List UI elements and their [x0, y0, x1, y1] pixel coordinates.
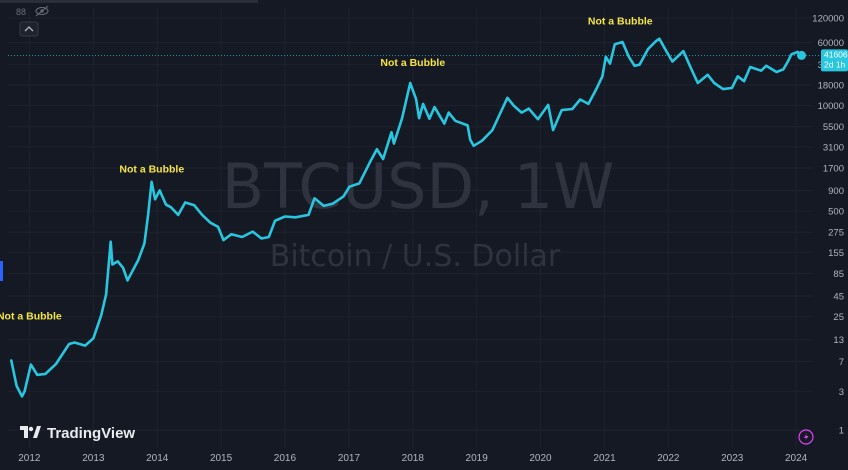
price-tag-countdown: 2d 1h	[824, 59, 846, 69]
y-tick-label: 275	[828, 228, 844, 239]
tradingview-logo[interactable]: TradingView	[20, 425, 135, 442]
x-tick-label: 2021	[593, 453, 616, 464]
scale-marker[interactable]	[0, 261, 3, 281]
collapse-button-frame	[19, 21, 39, 37]
y-tick-label: 120000	[812, 14, 844, 25]
btc-price-line	[10, 37, 803, 398]
y-tick-label: 45	[833, 291, 844, 302]
y-tick-label: 1	[839, 426, 844, 437]
tradingview-logo-icon	[20, 426, 41, 438]
legend[interactable]: 88	[0, 0, 258, 17]
y-tick-label: 155	[828, 248, 844, 259]
x-tick-label: 2024	[785, 453, 808, 464]
x-tick-label: 2012	[18, 453, 41, 464]
legend-value: 88	[16, 7, 26, 17]
last-price-dot	[797, 50, 807, 60]
annotations: Not a Bubble Not a Bubble Not a Bubble Not …	[0, 16, 653, 323]
eye-hidden-icon[interactable]	[35, 5, 49, 17]
chevron-up-icon	[24, 26, 34, 32]
x-tick-label: 2015	[210, 453, 233, 464]
x-tick-label: 2019	[466, 453, 489, 464]
y-tick-label: 60000	[818, 38, 844, 49]
y-tick-label: 5500	[823, 122, 844, 133]
x-tick-label: 2017	[338, 453, 361, 464]
legend-frame	[0, 0, 258, 3]
y-tick-label: 85	[833, 269, 844, 280]
y-tick-label: 3100	[823, 142, 844, 153]
y-tick-label: 7	[839, 357, 844, 368]
y-tick-label: 1700	[823, 164, 844, 175]
annotation-label: Not a Bubble	[119, 163, 184, 175]
x-tick-label: 2013	[82, 453, 105, 464]
y-tick-label: 500	[828, 207, 844, 218]
x-tick-label: 2014	[146, 453, 169, 464]
tradingview-logo-text: TradingView	[47, 425, 135, 442]
price-tag: 41606 2d 1h	[821, 49, 848, 72]
y-tick-label: 3	[839, 387, 844, 398]
x-tick-label: 2016	[274, 453, 297, 464]
price-tag-price: 41606	[824, 49, 848, 59]
x-tick-label: 2022	[657, 453, 680, 464]
y-tick-label: 13	[833, 335, 844, 346]
annotation-label: Not a Bubble	[588, 16, 653, 28]
price-tag-box	[821, 49, 848, 72]
annotation-label: Not a Bubble	[380, 57, 445, 69]
watermark-symbol: BTCUSD, 1W	[222, 150, 615, 223]
x-tick-label: 2020	[529, 453, 552, 464]
grid	[8, 8, 812, 448]
y-tick-label: 18000	[818, 80, 844, 91]
y-tick-label: 900	[828, 186, 844, 197]
x-tick-label: 2018	[402, 453, 425, 464]
settings-lightning-icon[interactable]	[798, 429, 814, 445]
time-axis[interactable]: 2012 2013 2014 2015 2016 2017 2018 2019 2020 2021…	[18, 453, 807, 464]
x-tick-label: 2023	[721, 453, 744, 464]
watermark-description: Bitcoin / U.S. Dollar	[270, 239, 561, 274]
y-tick-label: 25	[833, 312, 844, 323]
last-price-marker	[797, 50, 807, 60]
annotation-label: Not a Bubble	[0, 311, 62, 323]
y-tick-label: 10000	[818, 101, 844, 112]
collapse-legend-button[interactable]	[19, 21, 39, 37]
